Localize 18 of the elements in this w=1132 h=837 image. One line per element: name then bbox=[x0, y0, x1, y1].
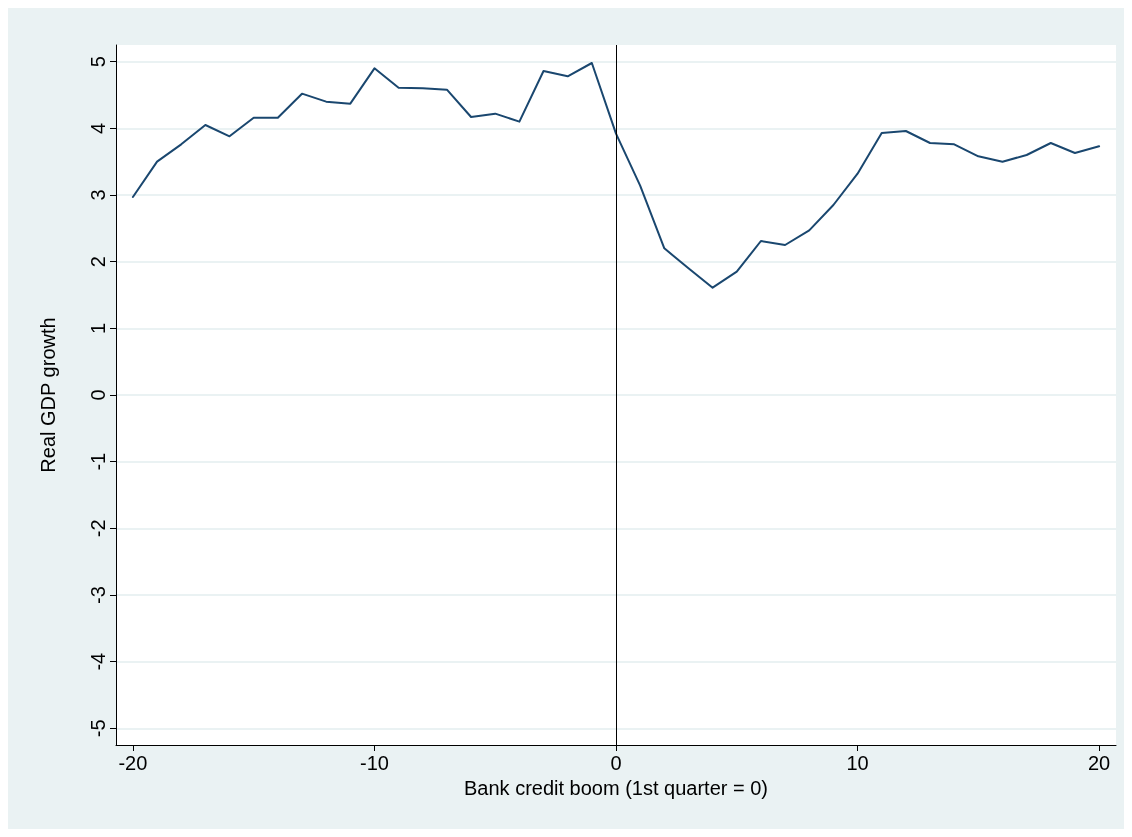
y-axis-title: Real GDP growth bbox=[37, 317, 59, 473]
y-tick-label: 0 bbox=[87, 389, 109, 401]
x-tick-label: -20 bbox=[118, 752, 148, 774]
y-tick-label: -1 bbox=[87, 452, 109, 471]
y-tick-label: -2 bbox=[87, 519, 109, 538]
x-axis-title: Bank credit boom (1st quarter = 0) bbox=[463, 776, 769, 799]
y-tick-label: 5 bbox=[87, 56, 109, 68]
x-tick-label: 0 bbox=[610, 752, 622, 774]
y-tick-label: 4 bbox=[87, 122, 109, 134]
y-tick-label: 2 bbox=[87, 256, 109, 268]
x-tick-label: 20 bbox=[1087, 752, 1111, 774]
y-tick-label: -4 bbox=[87, 652, 109, 671]
x-tick-label: 10 bbox=[846, 752, 869, 774]
x-tick-label: -10 bbox=[360, 752, 389, 774]
y-tick-label: 1 bbox=[87, 322, 109, 334]
y-tick-label: -5 bbox=[87, 719, 109, 738]
y-tick-label: -3 bbox=[87, 586, 109, 604]
y-tick-label: 3 bbox=[87, 189, 109, 201]
